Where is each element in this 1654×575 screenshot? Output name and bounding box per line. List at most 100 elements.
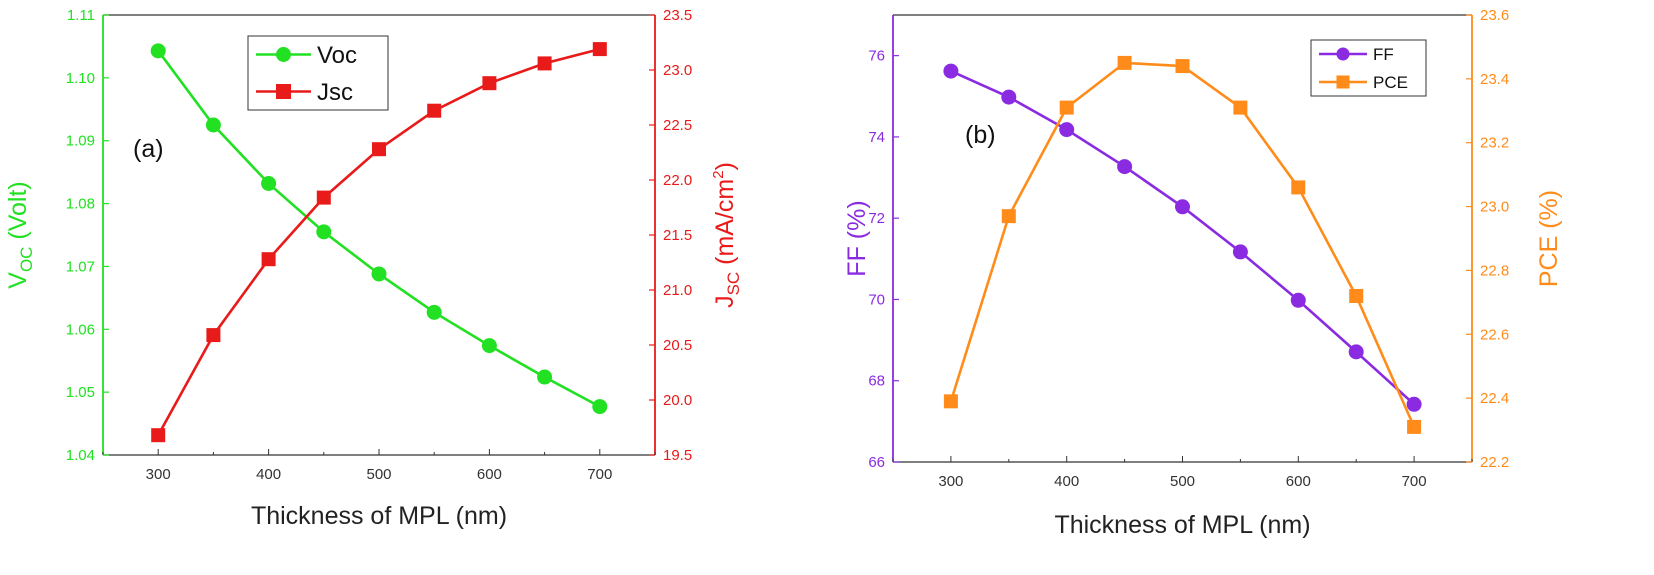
left-tick-label: 1.06 <box>66 321 95 338</box>
right-y-axis-label: JSC (mA/cm2) <box>710 162 743 308</box>
x-axis-label: Thickness of MPL (nm) <box>1054 511 1310 539</box>
right-tick-label: 22.8 <box>1480 262 1509 279</box>
right-y-axis-label: PCE (%) <box>1535 190 1563 287</box>
data-point-voc <box>426 304 442 320</box>
x-tick-label: 300 <box>938 473 963 490</box>
right-tick-label: 23.0 <box>663 62 692 79</box>
series-line-ff <box>950 69 1415 406</box>
left-tick-label: 1.09 <box>66 133 95 150</box>
data-point-voc <box>150 43 166 59</box>
right-tick-label: 23.5 <box>663 7 692 24</box>
data-point-ff <box>1232 244 1248 260</box>
right-tick-label: 21.0 <box>663 282 692 299</box>
left-y-axis-label: FF (%) <box>843 200 871 276</box>
data-point-pce <box>1407 419 1422 434</box>
data-point-voc <box>371 266 387 282</box>
right-tick-label: 21.5 <box>663 227 692 244</box>
right-tick-label: 23.2 <box>1480 135 1509 152</box>
data-point-ff <box>1175 199 1190 215</box>
x-tick-label: 600 <box>1286 473 1311 490</box>
right-tick-label: 22.0 <box>663 172 692 189</box>
data-point-voc <box>261 175 277 191</box>
data-point-voc <box>481 338 497 354</box>
left-tick-label: 1.11 <box>67 7 95 24</box>
legend: FF PCE <box>1310 39 1427 97</box>
left-y-axis-label: VOC (Volt) <box>4 181 36 288</box>
legend-box <box>1310 39 1427 97</box>
data-point-voc <box>537 369 553 385</box>
data-point-jsc <box>316 190 331 205</box>
right-tick-label: 22.2 <box>1480 454 1509 471</box>
legend-label: PCE <box>1373 73 1408 92</box>
left-tick-label: 1.08 <box>66 196 95 213</box>
left-tick-label: 68 <box>868 373 885 390</box>
data-point-jsc <box>261 252 276 267</box>
legend-marker <box>276 84 291 99</box>
right-tick-label: 22.6 <box>1480 326 1509 343</box>
panel-label: (a) <box>133 135 164 163</box>
data-point-jsc <box>537 56 552 71</box>
data-point-pce <box>943 394 958 409</box>
data-point-voc <box>592 399 608 415</box>
data-point-jsc <box>206 328 221 343</box>
x-tick-label: 700 <box>1402 473 1427 490</box>
chart-panel-b: 300 400 500 600 700 66 68 70 72 74 76 22.2 22.4 22.6 2… <box>843 7 1563 539</box>
right-tick-label: 23.4 <box>1480 71 1509 88</box>
panel-label: (b) <box>965 121 996 149</box>
data-point-ff <box>1059 122 1075 138</box>
data-point-pce <box>1233 100 1248 115</box>
data-point-jsc <box>482 76 497 91</box>
right-tick-label: 19.5 <box>663 447 692 464</box>
data-point-pce <box>1001 209 1016 224</box>
data-point-jsc <box>151 428 166 443</box>
legend-label: Voc <box>317 42 357 69</box>
right-tick-label: 23.6 <box>1480 7 1509 24</box>
left-tick-label: 74 <box>868 129 885 146</box>
left-tick-label: 76 <box>868 48 885 65</box>
right-tick-label: 20.5 <box>663 337 692 354</box>
left-tick-label: 1.10 <box>66 70 95 87</box>
left-tick-label: 70 <box>868 291 885 308</box>
right-tick-label: 23.0 <box>1480 199 1509 216</box>
x-tick-label: 700 <box>587 466 612 483</box>
data-point-ff <box>1348 344 1364 360</box>
left-tick-label: 72 <box>868 210 885 227</box>
x-tick-label: 300 <box>146 466 171 483</box>
right-tick-label: 20.0 <box>663 392 692 409</box>
x-tick-label: 500 <box>366 466 391 483</box>
data-point-ff <box>943 63 959 79</box>
legend-box <box>247 35 389 111</box>
data-point-pce <box>1175 59 1190 74</box>
data-point-pce <box>1117 55 1132 70</box>
x-tick-label: 400 <box>1054 473 1079 490</box>
legend-label: FF <box>1373 45 1394 64</box>
right-tick-label: 22.4 <box>1480 390 1509 407</box>
data-point-ff <box>1290 292 1306 308</box>
data-point-voc <box>316 224 332 240</box>
data-point-jsc <box>427 103 442 118</box>
legend-marker <box>1336 75 1350 89</box>
data-point-jsc <box>372 142 386 157</box>
x-tick-label: 400 <box>256 466 281 483</box>
data-point-ff <box>1117 159 1133 175</box>
legend-marker <box>276 47 291 62</box>
series-line-pce <box>949 61 1416 428</box>
data-point-pce <box>1059 100 1074 115</box>
legend: Voc Jsc <box>247 35 389 111</box>
left-tick-label: 1.07 <box>66 258 95 275</box>
data-point-ff <box>1406 396 1422 412</box>
right-tick-label: 22.5 <box>663 117 692 134</box>
left-tick-label: 1.05 <box>66 384 95 401</box>
data-point-pce <box>1349 288 1364 303</box>
x-axis-label: Thickness of MPL (nm) <box>251 502 507 530</box>
data-point-ff <box>1001 89 1017 105</box>
left-tick-label: 1.04 <box>66 447 95 464</box>
data-point-jsc <box>592 42 607 57</box>
chart-panel-a: 300 400 500 600 700 1.04 1.05 1.06 1.07 1.08 1.09 1… <box>4 7 743 530</box>
x-tick-label: 600 <box>477 466 502 483</box>
data-point-voc <box>205 117 221 133</box>
legend-marker <box>1336 47 1350 61</box>
left-tick-label: 66 <box>868 454 885 471</box>
x-tick-label: 500 <box>1170 473 1195 490</box>
